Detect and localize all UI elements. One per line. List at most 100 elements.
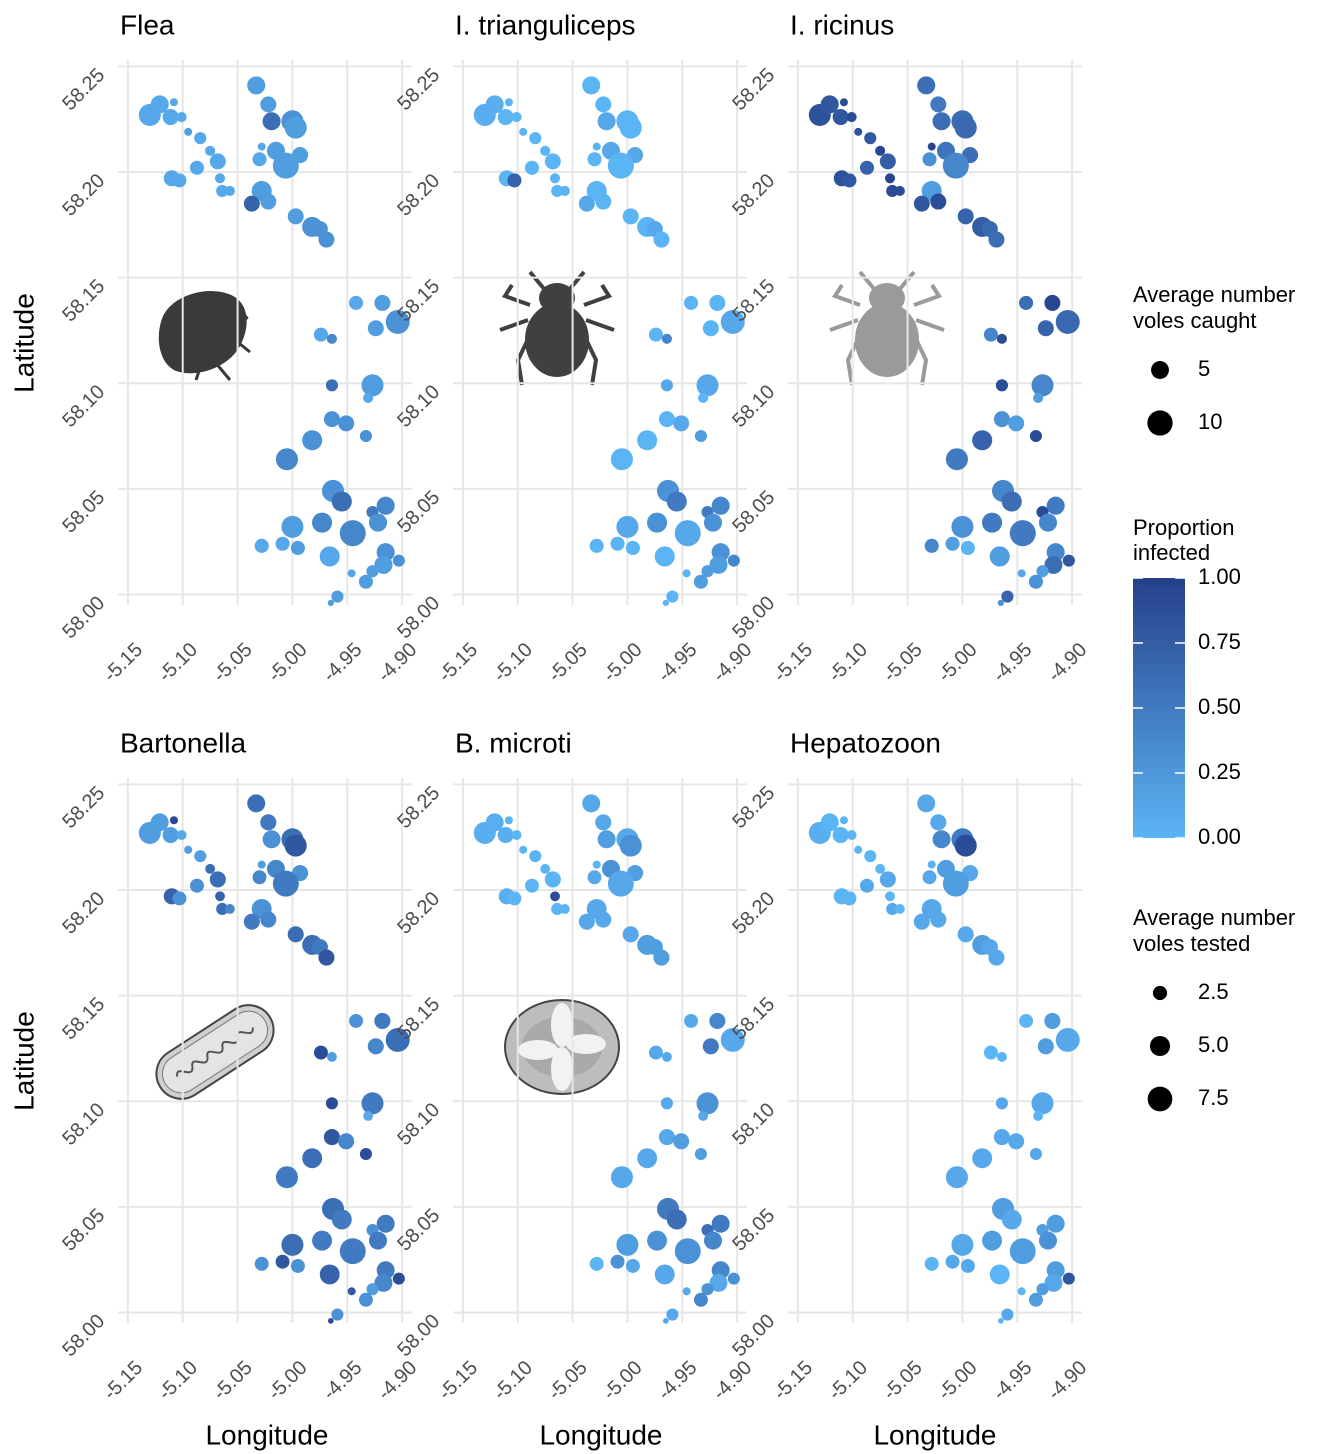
point <box>961 541 975 555</box>
point <box>704 1232 722 1250</box>
point <box>498 109 514 125</box>
y-tick-label: 58.10 <box>393 381 444 432</box>
point <box>1019 1014 1033 1028</box>
point <box>923 870 937 884</box>
point <box>579 196 595 212</box>
point <box>340 520 366 546</box>
x-tick-label: -5.00 <box>934 1357 982 1405</box>
y-axis-label: Latitude <box>8 293 39 393</box>
point <box>332 1210 352 1230</box>
point <box>244 914 260 930</box>
y-tick-label: 58.15 <box>728 275 779 326</box>
point <box>525 879 539 893</box>
x-tick-label: -5.15 <box>769 1357 817 1405</box>
point <box>369 514 387 532</box>
x-tick-label: -4.90 <box>709 639 757 687</box>
point <box>359 575 373 589</box>
point <box>361 374 383 396</box>
point <box>276 448 298 470</box>
x-tick-label: -5.15 <box>769 639 817 687</box>
y-tick-label: 58.15 <box>58 993 109 1044</box>
point <box>928 861 936 869</box>
point <box>608 871 634 897</box>
y-tick-label: 58.15 <box>728 993 779 1044</box>
point <box>611 448 633 470</box>
point <box>338 415 354 431</box>
panel-title: B. microti <box>455 727 572 758</box>
point <box>655 1264 675 1284</box>
point <box>273 153 299 179</box>
point <box>368 1038 384 1054</box>
y-tick-label: 58.20 <box>58 170 109 221</box>
point <box>210 871 226 887</box>
point <box>519 128 527 136</box>
point <box>598 112 616 130</box>
point <box>696 374 718 396</box>
point <box>172 173 186 187</box>
point <box>1031 1092 1053 1114</box>
point <box>860 161 874 175</box>
point <box>360 430 372 442</box>
point <box>281 1234 303 1256</box>
point <box>914 914 930 930</box>
point <box>990 546 1010 566</box>
y-tick-label: 58.00 <box>393 1310 444 1361</box>
legend-key <box>1148 1087 1173 1112</box>
point <box>649 328 663 342</box>
x-tick-label: -5.00 <box>599 639 647 687</box>
x-tick-label: -5.10 <box>154 639 202 687</box>
x-tick-label: -5.10 <box>154 1357 202 1405</box>
y-tick-label: 58.00 <box>728 592 779 643</box>
y-tick-label: 58.05 <box>393 1205 444 1256</box>
x-tick-label: -5.05 <box>879 639 927 687</box>
point <box>914 196 930 212</box>
icons <box>147 272 944 1108</box>
point <box>545 871 561 887</box>
point <box>512 830 522 840</box>
point <box>895 186 905 196</box>
x-tick-label: -5.05 <box>209 1357 257 1405</box>
point <box>263 830 281 848</box>
x-tick-label: -5.15 <box>99 639 147 687</box>
point <box>854 846 862 854</box>
point <box>348 1287 356 1295</box>
point <box>177 112 187 122</box>
point <box>1039 514 1057 532</box>
point <box>260 814 276 830</box>
point <box>247 76 265 94</box>
point <box>675 1238 701 1264</box>
point <box>875 146 885 156</box>
y-axis-label: Latitude <box>8 1011 39 1111</box>
point <box>368 320 384 336</box>
point <box>498 827 514 843</box>
legend-title: Average number <box>1133 905 1295 930</box>
point <box>258 143 266 151</box>
point <box>263 112 281 130</box>
point <box>258 861 266 869</box>
point <box>324 1129 340 1145</box>
point <box>190 879 204 893</box>
point <box>623 208 639 224</box>
point <box>833 827 849 843</box>
point <box>276 1255 290 1269</box>
point <box>626 1259 640 1273</box>
point <box>694 1293 708 1307</box>
point <box>588 870 602 884</box>
y-tick-label: 58.25 <box>58 782 109 833</box>
point <box>593 861 601 869</box>
point <box>326 1097 338 1109</box>
y-tick-label: 58.20 <box>393 170 444 221</box>
point <box>1033 1111 1043 1121</box>
x-tick-label: -5.00 <box>599 1357 647 1405</box>
point <box>1010 1238 1036 1264</box>
y-tick-label: 58.00 <box>728 1310 779 1361</box>
point <box>922 152 936 166</box>
point <box>1001 590 1013 602</box>
legend-label: 5.0 <box>1198 1032 1229 1057</box>
point <box>930 194 946 210</box>
point <box>1044 295 1060 311</box>
point <box>593 143 601 151</box>
point <box>637 1148 657 1168</box>
x-tick-label: -4.95 <box>989 639 1037 687</box>
point <box>393 555 405 567</box>
